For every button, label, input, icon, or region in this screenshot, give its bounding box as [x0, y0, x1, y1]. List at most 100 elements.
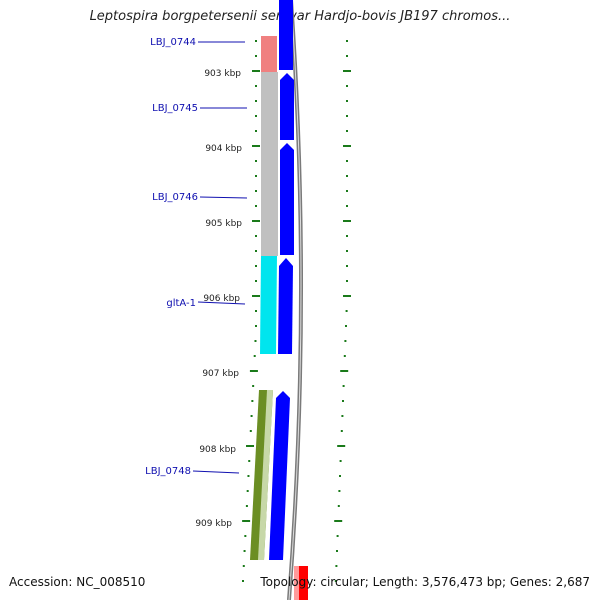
gene-label-lbj-0744[interactable]: LBJ_0744	[150, 37, 196, 48]
minor-tick	[244, 535, 247, 537]
minor-tick	[346, 130, 348, 132]
major-tick	[246, 445, 255, 447]
major-tick	[343, 70, 351, 72]
minor-tick	[255, 130, 257, 132]
major-tick	[242, 520, 251, 522]
minor-tick	[341, 415, 344, 417]
gene-label-lbj-0745[interactable]: LBJ_0745	[152, 103, 198, 114]
kbp-label: 906 kbp	[203, 294, 240, 304]
minor-tick	[340, 430, 343, 432]
minor-tick	[255, 55, 257, 57]
minor-tick	[255, 175, 257, 177]
kbp-label: 904 kbp	[205, 144, 242, 154]
major-tick	[337, 445, 346, 447]
minor-tick	[346, 115, 348, 117]
minor-tick	[345, 310, 348, 312]
minor-tick	[247, 475, 250, 477]
minor-tick	[335, 565, 338, 567]
minor-tick	[255, 235, 257, 237]
minor-tick	[346, 280, 348, 282]
kbp-label: 903 kbp	[204, 69, 241, 79]
gene-leader-line	[197, 301, 246, 305]
gene-block-lbj-0745-0746[interactable]	[261, 72, 278, 256]
cds-arrow[interactable]	[278, 258, 293, 354]
gene-label-glta-1[interactable]: gltA-1	[166, 298, 196, 309]
gene-block-lbj-0744[interactable]	[261, 36, 277, 72]
genome-backbone-arc-inner	[288, 0, 302, 600]
minor-tick	[253, 355, 256, 357]
outer-scale-ticks	[334, 40, 351, 582]
minor-tick	[255, 280, 257, 282]
minor-tick	[255, 115, 257, 117]
minor-tick	[346, 160, 348, 162]
gene-block-glta-1[interactable]	[260, 256, 277, 354]
minor-tick	[344, 340, 347, 342]
major-tick	[334, 520, 343, 522]
major-tick	[249, 370, 258, 372]
minor-tick	[243, 550, 246, 552]
minor-tick	[255, 40, 257, 42]
minor-tick	[346, 175, 348, 177]
minor-tick	[345, 325, 347, 327]
map-title: Leptospira borgpetersenii serovar Hardjo…	[89, 9, 511, 24]
gene-leader-line	[199, 196, 248, 199]
minor-tick	[346, 40, 348, 42]
major-tick	[340, 370, 349, 372]
gene-label-lbj-0748[interactable]: LBJ_0748	[145, 466, 191, 477]
genome-summary-text: Topology: circular; Length: 3,576,473 bp…	[260, 575, 590, 589]
major-tick	[252, 145, 260, 147]
gene-blocks	[250, 36, 278, 560]
major-tick	[252, 220, 260, 222]
minor-tick	[346, 205, 348, 207]
kbp-label: 909 kbp	[195, 519, 232, 529]
gene-block-lbj-0748-shade	[258, 390, 273, 560]
cds-arrow[interactable]	[279, 0, 293, 70]
major-tick	[252, 70, 260, 72]
minor-tick	[337, 505, 340, 507]
gene-label-lbj-0746[interactable]: LBJ_0746	[152, 192, 198, 203]
inner-scale-ticks	[242, 40, 260, 582]
minor-tick	[254, 340, 257, 342]
minor-tick	[336, 535, 339, 537]
cds-arrow[interactable]	[280, 73, 294, 140]
minor-tick	[346, 85, 348, 87]
minor-tick	[346, 235, 348, 237]
minor-tick	[339, 475, 341, 477]
minor-tick	[339, 460, 342, 462]
cds-strand-features	[269, 0, 294, 560]
major-tick	[343, 295, 351, 297]
minor-tick	[251, 400, 254, 402]
minor-tick	[255, 250, 257, 252]
minor-tick	[342, 400, 344, 402]
minor-tick	[250, 415, 253, 417]
minor-tick	[249, 430, 252, 432]
minor-tick	[255, 160, 257, 162]
minor-tick	[255, 265, 257, 267]
highlight-segment-shade	[294, 566, 299, 600]
major-tick	[252, 295, 260, 297]
major-tick	[343, 145, 351, 147]
minor-tick	[255, 310, 257, 312]
minor-tick	[346, 250, 348, 252]
minor-tick	[334, 580, 337, 582]
major-tick	[343, 220, 351, 222]
minor-tick	[255, 325, 257, 327]
minor-tick	[346, 190, 348, 192]
kbp-label: 907 kbp	[202, 369, 239, 379]
minor-tick	[255, 100, 257, 102]
cds-arrow[interactable]	[269, 391, 290, 560]
minor-tick	[242, 580, 244, 582]
minor-tick	[242, 565, 245, 567]
minor-tick	[255, 85, 257, 87]
gene-leader-line	[192, 470, 240, 474]
minor-tick	[255, 190, 257, 192]
minor-tick	[248, 460, 251, 462]
cds-arrow[interactable]	[280, 143, 294, 255]
accession-text: Accession: NC_008510	[9, 575, 146, 589]
minor-tick	[245, 505, 248, 507]
minor-tick	[252, 385, 255, 387]
minor-tick	[343, 355, 346, 357]
minor-tick	[346, 265, 348, 267]
minor-tick	[346, 100, 348, 102]
